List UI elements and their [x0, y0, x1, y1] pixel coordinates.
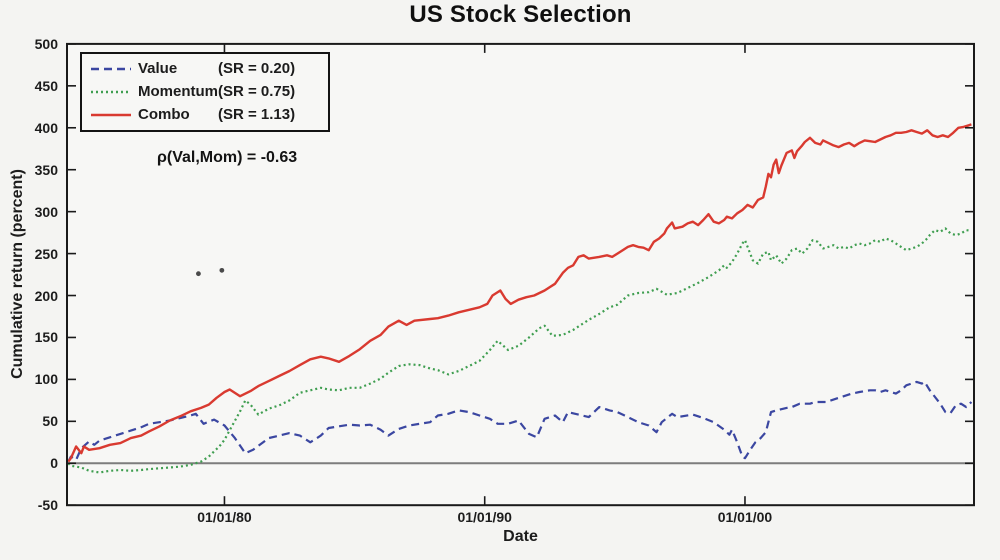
correlation-annotation: ρ(Val,Mom) = -0.63 — [157, 149, 298, 166]
x-tick-label: 01/01/80 — [197, 509, 252, 525]
solid-line-swatch-icon — [91, 113, 131, 116]
series-line-value — [67, 380, 973, 463]
dotted-line-swatch-icon — [91, 90, 131, 93]
y-tick-label: 500 — [34, 35, 58, 52]
y-tick-label: 250 — [34, 245, 58, 262]
legend-series-name: Value — [138, 60, 178, 77]
x-axis-label: Date — [503, 528, 538, 545]
y-tick-label: 100 — [34, 371, 58, 388]
dashed-line-swatch-icon — [91, 67, 131, 70]
legend-item-value: Value (SR = 0.20) — [82, 57, 328, 80]
x-tick-label: 01/01/00 — [717, 509, 773, 525]
legend-sharpe-ratio: (SR = 0.20) — [218, 60, 296, 77]
legend-series-name: Combo — [138, 106, 190, 123]
y-tick-label: 400 — [34, 119, 58, 136]
y-tick-label: 50 — [42, 413, 58, 430]
series-line-momentum — [67, 227, 972, 474]
x-tick-label: 01/01/90 — [457, 509, 512, 525]
y-tick-label: 350 — [34, 161, 58, 178]
y-tick-label: 300 — [34, 203, 58, 220]
stray-dot — [219, 267, 225, 273]
chart-title: US Stock Selection — [409, 1, 632, 28]
y-tick-label: 0 — [50, 455, 58, 472]
legend: Value (SR = 0.20) Momentum (SR = 0.75) Combo… — [80, 52, 330, 132]
legend-sharpe-ratio: (SR = 0.75) — [218, 83, 296, 100]
legend-series-name: Momentum — [138, 83, 218, 100]
legend-item-momentum: Momentum (SR = 0.75) — [82, 80, 328, 103]
y-tick-label: 450 — [34, 77, 58, 94]
y-tick-label: 200 — [34, 287, 58, 304]
legend-sharpe-ratio: (SR = 1.13) — [218, 106, 296, 123]
y-tick-label: -50 — [37, 497, 58, 514]
legend-item-combo: Combo (SR = 1.13) — [82, 103, 328, 126]
axes-frame — [66, 42, 975, 507]
y-axis-label: Cumulative return (percent) — [9, 169, 26, 379]
stray-dot — [196, 271, 201, 277]
series-line-combo — [67, 123, 972, 463]
y-tick-label: 150 — [34, 329, 58, 346]
